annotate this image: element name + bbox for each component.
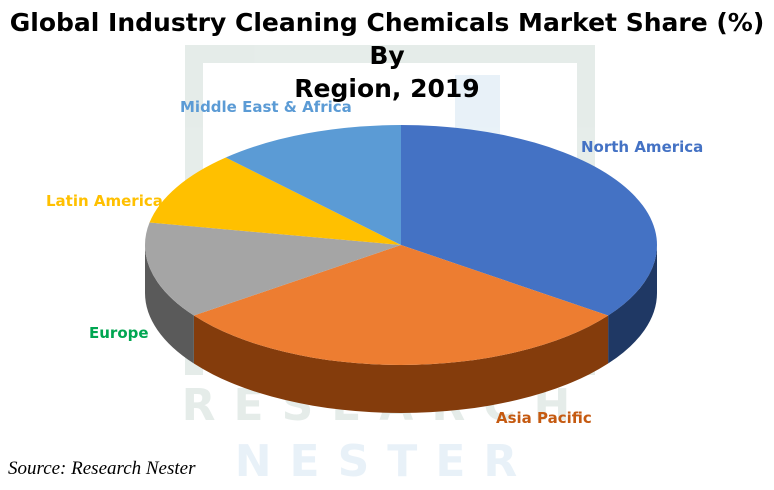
slice-label-north-america: North America [581,138,704,156]
source-note: Source: Research Nester [8,458,196,479]
slice-middle-east-africa [225,125,401,245]
slice-side-asia-pacific [193,315,609,414]
svg-text:NESTER: NESTER [235,436,536,487]
slice-label-middle-east-africa: Middle East & Africa [180,98,352,116]
slice-north-america [401,125,657,316]
slice-label-latin-america: Latin America [46,192,163,210]
chart-title-line-2: Region, 2019 [294,74,480,103]
slice-label-asia-pacific: Asia Pacific [496,409,592,427]
chart-title-line-1: Global Industry Cleaning Chemicals Marke… [9,8,765,70]
slice-label-europe: Europe [89,324,149,342]
slice-asia-pacific [193,245,609,365]
slice-europe [145,222,401,316]
chart-title: Global Industry Cleaning Chemicals Marke… [0,6,774,105]
slice-latin-america [149,157,401,245]
slice-side-north-america [608,245,657,364]
slice-side-europe [145,245,194,364]
